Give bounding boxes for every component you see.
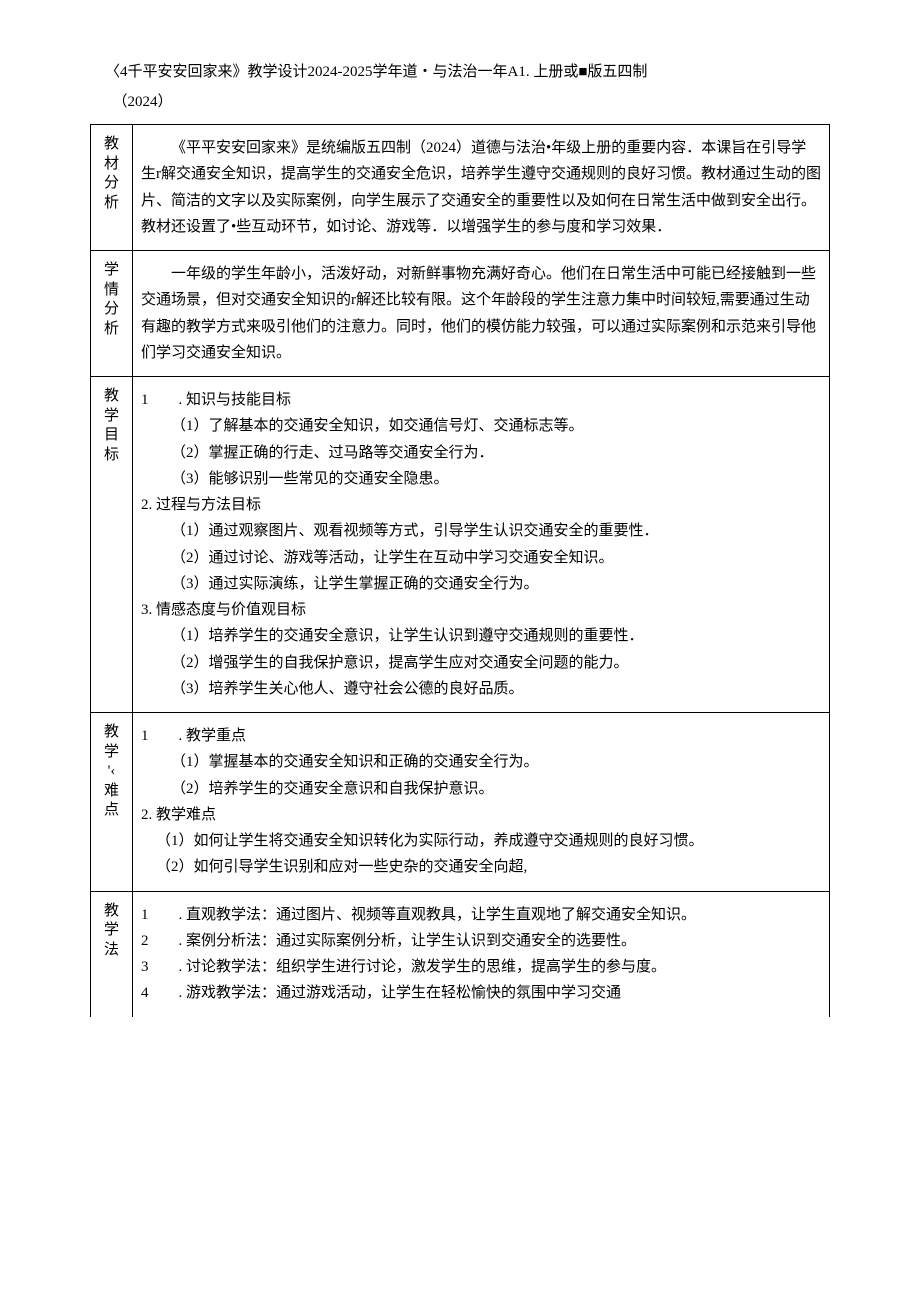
- label-char: 材: [104, 155, 119, 175]
- table-row: 教 学 目 标 1 . 知识与技能目标 （1）了解基本的交通安全知识，如交通信号…: [91, 377, 830, 713]
- label-char: 教: [104, 387, 119, 407]
- table-row: 教 学 法 1 . 直观教学法：通过图片、视频等直观教具，让学生直观地了解交通安…: [91, 891, 830, 1017]
- paragraph: 《平平安安回家来》是统编版五四制（2024）道德与法治•年级上册的重要内容．本课…: [141, 135, 821, 240]
- document-title: 〈4千平安安回家来》教学设计2024-2025学年道・与法治一年A1. 上册或■…: [90, 60, 830, 84]
- label-char: 学: [104, 921, 119, 941]
- label-char: 分: [104, 174, 119, 194]
- row-content-student-analysis: 一年级的学生年龄小，活泼好动，对新鲜事物充满好奇心。他们在日常生活中可能已经接触…: [133, 251, 830, 377]
- sub-item: （3）通过实际演练，让学生掌握正确的交通安全行为。: [141, 571, 821, 597]
- row-label-key-difficulties: 教 学 '‹ 难 点: [91, 713, 133, 892]
- label-char: 标: [104, 446, 119, 466]
- sub-item: （1）如何让学生将交通安全知识转化为实际行动，养成遵守交通规则的良好习惯。: [141, 828, 821, 854]
- sub-item: （2）增强学生的自我保护意识，提高学生应对交通安全问题的能力。: [141, 650, 821, 676]
- label-char: 学: [104, 407, 119, 427]
- sub-item: （2）通过讨论、游戏等活动，让学生在互动中学习交通安全知识。: [141, 545, 821, 571]
- label-char: 目: [104, 426, 119, 446]
- label-char: 教: [104, 723, 119, 743]
- sub-item: （1）培养学生的交通安全意识，让学生认识到遵守交通规则的重要性．: [141, 623, 821, 649]
- method-item: 2 . 案例分析法：通过实际案例分析，让学生认识到交通安全的选要性。: [141, 928, 821, 954]
- row-label-textbook-analysis: 教 材 分 析: [91, 125, 133, 251]
- sub-item: （1）了解基本的交通安全知识，如交通信号灯、交通标志等。: [141, 413, 821, 439]
- heading-2: 2. 教学难点: [141, 802, 821, 828]
- method-item: 3 . 讨论教学法：组织学生进行讨论，激发学生的思维，提高学生的参与度。: [141, 954, 821, 980]
- lesson-plan-table: 教 材 分 析 《平平安安回家来》是统编版五四制（2024）道德与法治•年级上册…: [90, 124, 830, 1017]
- method-item: 1 . 直观教学法：通过图片、视频等直观教具，让学生直观地了解交通安全知识。: [141, 902, 821, 928]
- label-char: 析: [104, 194, 119, 214]
- sub-item: （1）掌握基本的交通安全知识和正确的交通安全行为。: [141, 749, 821, 775]
- label-char: 学: [104, 261, 119, 281]
- label-char: '‹: [104, 762, 119, 782]
- label-char: 法: [104, 941, 119, 961]
- row-content-teaching-goals: 1 . 知识与技能目标 （1）了解基本的交通安全知识，如交通信号灯、交通标志等。…: [133, 377, 830, 713]
- paragraph: 一年级的学生年龄小，活泼好动，对新鲜事物充满好奇心。他们在日常生活中可能已经接触…: [141, 261, 821, 366]
- heading-2: 2. 过程与方法目标: [141, 492, 821, 518]
- table-row: 教 材 分 析 《平平安安回家来》是统编版五四制（2024）道德与法治•年级上册…: [91, 125, 830, 251]
- method-item: 4 . 游戏教学法：通过游戏活动，让学生在轻松愉快的氛围中学习交通: [141, 980, 821, 1006]
- row-label-teaching-methods: 教 学 法: [91, 891, 133, 1017]
- label-char: 教: [104, 135, 119, 155]
- table-row: 教 学 '‹ 难 点 1 . 教学重点 （1）掌握基本的交通安全知识和正确的交通…: [91, 713, 830, 892]
- label-char: 教: [104, 902, 119, 922]
- sub-item: （2）培养学生的交通安全意识和自我保护意识。: [141, 776, 821, 802]
- label-char: 学: [104, 743, 119, 763]
- sub-item: （3）能够识别一些常见的交通安全隐患。: [141, 466, 821, 492]
- sub-item: （2）掌握正确的行走、过马路等交通安全行为．: [141, 440, 821, 466]
- row-content-key-difficulties: 1 . 教学重点 （1）掌握基本的交通安全知识和正确的交通安全行为。 （2）培养…: [133, 713, 830, 892]
- label-char: 难: [104, 782, 119, 802]
- label-char: 分: [104, 300, 119, 320]
- sub-item: （3）培养学生关心他人、遵守社会公德的良好品质。: [141, 676, 821, 702]
- heading-3: 3. 情感态度与价值观目标: [141, 597, 821, 623]
- row-label-teaching-goals: 教 学 目 标: [91, 377, 133, 713]
- heading-1: 1 . 知识与技能目标: [141, 387, 821, 413]
- document-subtitle: （2024）: [90, 90, 830, 114]
- sub-item: （1）通过观察图片、观看视频等方式，引导学生认识交通安全的重要性．: [141, 518, 821, 544]
- row-label-student-analysis: 学 情 分 析: [91, 251, 133, 377]
- row-content-textbook-analysis: 《平平安安回家来》是统编版五四制（2024）道德与法治•年级上册的重要内容．本课…: [133, 125, 830, 251]
- label-char: 情: [104, 281, 119, 301]
- label-char: 析: [104, 320, 119, 340]
- sub-item: （2）如何引导学生识别和应对一些史杂的交通安全向超,: [141, 854, 821, 880]
- row-content-teaching-methods: 1 . 直观教学法：通过图片、视频等直观教具，让学生直观地了解交通安全知识。 2…: [133, 891, 830, 1017]
- table-row: 学 情 分 析 一年级的学生年龄小，活泼好动，对新鲜事物充满好奇心。他们在日常生…: [91, 251, 830, 377]
- label-char: 点: [104, 801, 119, 821]
- heading-1: 1 . 教学重点: [141, 723, 821, 749]
